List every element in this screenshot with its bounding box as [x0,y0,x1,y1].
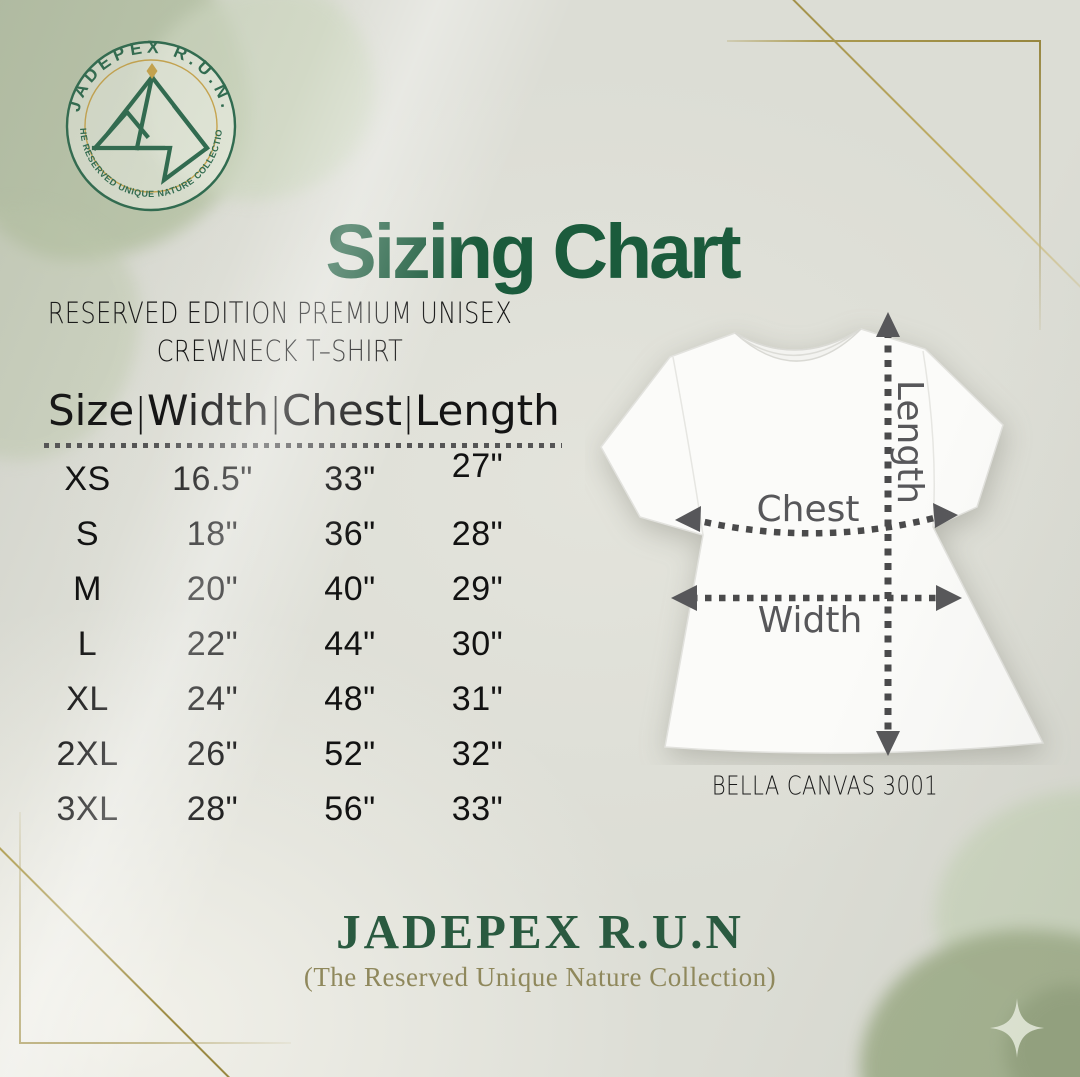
chest-cell: 56" [324,790,376,828]
size-cell: XL [66,680,109,718]
header-separator: | [134,390,148,434]
gold-peak-diamond [146,63,158,79]
size-table-body: XS 16.5" 33" 27" S 18" 36" 28" M 20" 40"… [40,447,575,837]
logo-gold-ring [84,59,218,193]
size-cell: M [73,570,102,608]
chest-cell: 52" [324,735,376,773]
length-cell: 29" [451,570,504,608]
gold-line-right [1039,40,1041,330]
length-cell: 30" [451,625,504,663]
arrow-right-icon [933,503,958,528]
column-header-width: Width [147,386,270,435]
size-cell: 2XL [56,735,119,773]
width-cell: 16.5" [172,460,253,498]
measurement-labels: Length Chest Width [757,380,930,641]
width-cell: 22" [186,625,239,663]
width-cell: 20" [186,570,239,608]
length-label: Length [889,380,930,504]
table-row-2xl: 2XL 26" 52" 32" [40,727,575,782]
product-subtitle-line2: CREWNECK T–SHIRT [156,334,404,369]
size-cell: L [77,625,98,663]
table-row-l: L 22" 44" 30" [40,617,575,672]
length-cell: 28" [451,515,504,553]
table-divider [44,443,562,448]
tshirt-image [600,328,1045,754]
footer-brand: JADEPEX R.U.N [336,904,744,959]
gold-line-bottom [19,1042,291,1044]
size-cell: 3XL [56,790,119,828]
collar [734,328,862,362]
gold-line-top [727,40,1040,42]
length-cell: 33" [451,790,504,828]
column-header-size: Size [48,386,135,435]
chest-cell: 33" [324,460,376,498]
column-header-chest: Chest [281,386,403,435]
chest-cell: 44" [324,625,376,663]
table-row-m: M 20" 40" 29" [40,562,575,617]
width-cell: 28" [186,790,239,828]
width-cell: 24" [186,680,239,718]
chest-cell: 48" [324,680,376,718]
size-cell: XS [64,460,111,498]
header-separator: | [402,390,415,434]
width-label: Width [758,600,863,641]
table-row-xs: XS 16.5" 33" 27" [40,447,575,507]
product-subtitle-line1: RESERVED EDITION PREMIUM UNISEX [47,297,513,331]
sparkle-icon [989,998,1045,1058]
gold-line-left [19,812,21,1044]
arrow-up-icon [876,312,900,337]
size-cell: S [75,515,100,553]
table-row-3xl: 3XL 28" 56" 33" [40,782,575,837]
measurement-arrows [671,312,962,756]
chest-cell: 36" [324,515,376,553]
length-cell: 32" [451,735,504,773]
arrow-down-icon [876,731,900,756]
page-title: Sizing Chart [325,208,741,295]
chest-cell: 40" [324,570,376,608]
logo-badge-fill [68,43,234,209]
footer-tagline: (The Reserved Unique Nature Collection) [303,962,777,992]
brand-logo: JADEPEX R.U.N. THE RESERVED UNIQUE NATUR… [64,37,237,212]
fabric-caption: BELLA CANVAS 3001 [711,770,939,802]
length-cell: 31" [451,680,504,718]
width-cell: 18" [186,515,239,553]
arrow-left-icon [675,506,701,532]
size-table-header: Size | Width | Chest | Length [48,386,560,435]
chest-dotted-line [690,512,943,537]
arrow-right-icon [936,585,962,611]
width-cell: 26" [186,735,239,773]
arrow-left-icon [671,585,697,611]
table-row-xl: XL 24" 48" 31" [40,672,575,727]
table-row-s: S 18" 36" 28" [40,507,575,562]
column-header-length: Length [414,386,560,435]
product-subtitle: RESERVED EDITION PREMIUM UNISEX CREWNECK… [41,296,519,372]
length-cell: 27" [451,447,504,485]
tshirt-measurement-diagram: Length Chest Width [600,312,1045,756]
chest-label: Chest [757,489,860,530]
header-separator: | [269,390,282,434]
logo-outer-ring [65,40,237,212]
